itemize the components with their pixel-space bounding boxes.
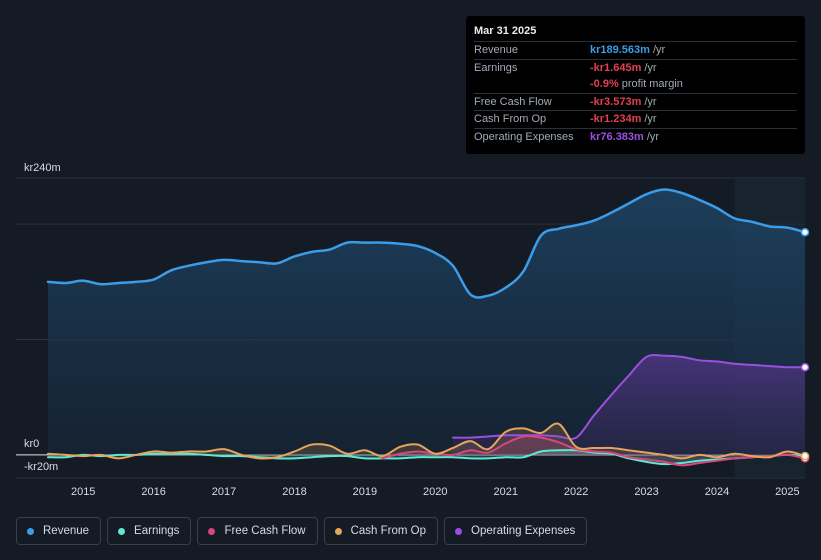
tooltip-label: Free Cash Flow	[474, 95, 552, 108]
legend-dot-icon	[118, 527, 126, 535]
tooltip-label: Revenue	[474, 44, 519, 56]
x-tick-label: 2023	[634, 486, 658, 498]
x-tick-label: 2021	[493, 486, 517, 498]
legend-label: Cash From Op	[350, 525, 427, 537]
series-lines	[46, 188, 807, 467]
x-tick-label: 2022	[564, 486, 588, 498]
legend-label: Earnings	[134, 525, 180, 537]
series-areas	[48, 189, 805, 466]
legend-dot-icon	[334, 527, 342, 535]
x-tick-label: 2016	[141, 486, 165, 498]
earnings-line	[47, 449, 806, 466]
operating-expenses-area	[452, 355, 805, 455]
free-cash-flow-line	[381, 435, 806, 467]
tooltip-label: Cash From Op	[474, 113, 547, 125]
legend-item-cash-from-op[interactable]: Cash From Op	[323, 517, 439, 545]
legend-label: Operating Expenses	[471, 525, 576, 537]
tooltip-unit: /yr	[652, 44, 666, 56]
tooltip-row-operating-expenses: Operating Expenses kr76.383m /yr	[474, 127, 797, 146]
x-axis-ticks: 2015 2016 2017 2018 2019 2020 2021 2022 2023 2024…	[71, 486, 800, 498]
legend-item-operating-expenses[interactable]: Operating Expenses	[444, 517, 588, 545]
legend-dot-icon	[27, 527, 34, 535]
legend-item-earnings[interactable]: Earnings	[107, 517, 192, 545]
tooltip-unit: /yr	[644, 61, 657, 74]
x-tick-label: 2018	[282, 486, 306, 498]
tooltip-unit: /yr	[644, 95, 657, 108]
x-tick-label: 2019	[353, 486, 377, 498]
tooltip-unit: /yr	[644, 113, 657, 125]
tooltip-value: kr76.383m	[590, 130, 644, 143]
tooltip-row-revenue: Revenue kr189.563m /yr	[474, 41, 797, 59]
tooltip-date: Mar 31 2025	[474, 25, 537, 37]
operating-expenses-line	[451, 354, 806, 440]
tooltip-row-profit-margin: -0.9% profit margin	[474, 76, 797, 93]
tooltip-row-free-cash-flow: Free Cash Flow -kr3.573m /yr	[474, 92, 797, 111]
x-tick-label: 2020	[423, 486, 447, 498]
x-tick-label: 2017	[212, 486, 236, 498]
y-label-top: kr240m	[24, 162, 61, 174]
tooltip-value: -kr1.234m	[590, 113, 642, 125]
cash-from-op-line	[47, 422, 806, 460]
tooltip-row-cash-from-op: Cash From Op -kr1.234m /yr	[474, 110, 797, 128]
legend-item-free-cash-flow[interactable]: Free Cash Flow	[197, 517, 318, 545]
revenue-end-dot	[800, 227, 810, 237]
tooltip-label	[474, 76, 590, 93]
free-cash-flow-area	[382, 436, 805, 466]
x-tick-label: 2015	[71, 486, 95, 498]
x-tick-label: 2024	[705, 486, 729, 498]
legend-dot-icon	[455, 527, 463, 535]
tooltip-label: Operating Expenses	[474, 130, 574, 143]
tooltip-value: -0.9%	[590, 78, 619, 90]
tooltip-unit: profit margin	[621, 78, 683, 90]
series-end-dots	[800, 227, 810, 463]
legend: Revenue Earnings Free Cash Flow Cash Fro…	[16, 517, 588, 545]
y-label-zero: kr0	[24, 438, 39, 450]
cash-from-op-end-dot	[800, 451, 810, 461]
operating-expenses-end-dot	[800, 362, 810, 372]
y-label-bottom: -kr20m	[24, 461, 58, 473]
legend-item-revenue[interactable]: Revenue	[16, 517, 102, 545]
tooltip: Mar 31 2025 Revenue kr189.563m /yr Earni…	[466, 16, 805, 154]
cash-from-op-area	[48, 423, 805, 459]
legend-label: Revenue	[43, 525, 90, 537]
tooltip-value: -kr1.645m	[590, 61, 642, 74]
legend-label: Free Cash Flow	[224, 525, 306, 537]
legend-dot-icon	[208, 527, 216, 535]
tooltip-row-earnings: Earnings -kr1.645m /yr	[474, 58, 797, 77]
tooltip-value: -kr3.573m	[590, 95, 642, 108]
revenue-line	[46, 188, 807, 299]
tooltip-label: Earnings	[474, 61, 518, 74]
tooltip-unit: /yr	[646, 130, 660, 143]
tooltip-value: kr189.563m	[590, 44, 650, 56]
x-tick-label: 2025	[775, 486, 799, 498]
